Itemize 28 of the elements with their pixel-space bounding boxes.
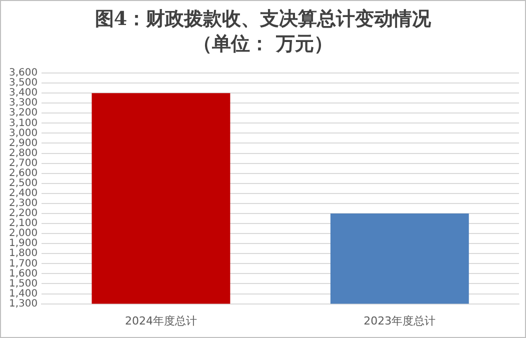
y-tick-label: 3,500	[8, 78, 38, 89]
y-tick-label: 3,200	[8, 108, 38, 119]
y-tick-label: 3,000	[8, 128, 38, 139]
y-tick-label: 1,400	[8, 288, 38, 300]
y-tick-label: 1,600	[8, 268, 38, 280]
y-tick-label: 2,000	[8, 228, 38, 240]
y-tick-label: 3,400	[8, 88, 38, 99]
y-tick-label: 1,300	[8, 298, 38, 310]
y-tick-label: 2,400	[8, 188, 38, 200]
y-tick-label: 2,300	[8, 198, 38, 210]
y-tick-label: 2,900	[8, 138, 38, 149]
x-tick-label: 2023年度总计	[364, 314, 436, 328]
y-tick-label: 3,100	[8, 118, 38, 129]
chart-title: 图4：财政拨款收、支决算总计变动情况	[94, 7, 432, 32]
y-tick-label: 2,600	[8, 168, 38, 179]
y-tick-label: 3,600	[8, 68, 38, 79]
y-tick-label: 2,800	[8, 148, 38, 159]
chart-subtitle: （单位： 万元）	[192, 32, 334, 57]
y-tick-label: 1,700	[8, 258, 38, 270]
y-tick-label: 1,800	[8, 248, 38, 260]
y-tick-label: 3,300	[8, 98, 38, 109]
y-tick-label: 1,500	[8, 278, 38, 290]
y-tick-label: 1,900	[8, 238, 38, 250]
y-tick-label: 2,100	[8, 218, 38, 230]
y-tick-label: 2,500	[8, 178, 38, 189]
y-tick-label: 2,700	[8, 158, 38, 169]
x-tick-label: 2024年度总计	[124, 314, 197, 328]
y-tick-label: 2,200	[8, 208, 38, 220]
